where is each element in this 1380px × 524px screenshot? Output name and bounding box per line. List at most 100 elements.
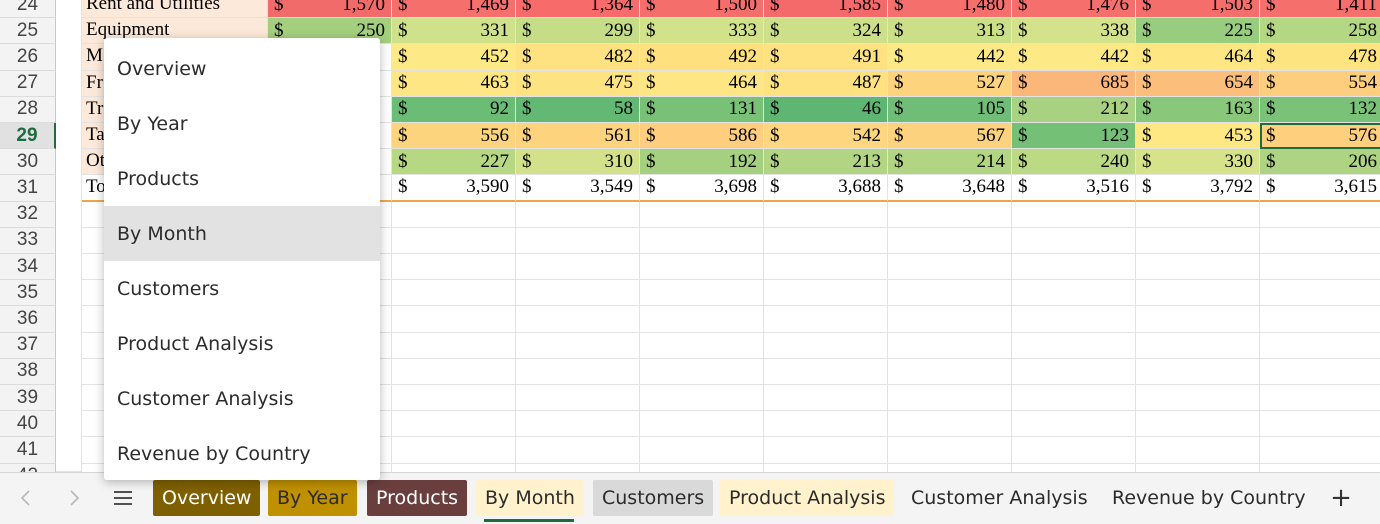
empty-cell[interactable] <box>392 332 516 359</box>
empty-cell[interactable] <box>640 332 764 359</box>
chevron-left-icon[interactable] <box>10 483 40 513</box>
row-header[interactable]: 40 <box>0 411 56 438</box>
empty-cell[interactable] <box>1012 332 1136 359</box>
row-header[interactable]: 27 <box>0 70 56 97</box>
add-sheet-button[interactable]: + <box>1330 483 1352 513</box>
tab-revenue-by-country[interactable]: Revenue by Country <box>1112 487 1306 509</box>
row-header[interactable]: 26 <box>0 44 56 71</box>
row-header[interactable]: 35 <box>0 280 56 307</box>
currency-cell[interactable]: $487 <box>764 70 888 97</box>
empty-cell[interactable] <box>516 358 640 385</box>
empty-cell[interactable] <box>764 201 888 228</box>
currency-cell[interactable]: $3,648 <box>888 175 1012 202</box>
empty-cell[interactable] <box>1260 385 1380 412</box>
currency-cell[interactable]: $464 <box>640 70 764 97</box>
menu-item-by-month[interactable]: By Month <box>104 206 380 261</box>
currency-cell[interactable]: $213 <box>764 149 888 176</box>
currency-cell[interactable]: $3,549 <box>516 175 640 202</box>
empty-cell[interactable] <box>1136 332 1260 359</box>
empty-cell[interactable] <box>1136 254 1260 281</box>
empty-cell[interactable] <box>1136 385 1260 412</box>
currency-cell[interactable]: $163 <box>1136 96 1260 123</box>
empty-cell[interactable] <box>516 411 640 438</box>
currency-cell[interactable]: $258 <box>1260 18 1380 45</box>
menu-item-overview[interactable]: Overview <box>117 57 207 80</box>
empty-cell[interactable] <box>888 463 1012 472</box>
tab-by-year[interactable]: By Year <box>268 480 357 516</box>
empty-cell[interactable] <box>516 306 640 333</box>
tab-overview[interactable]: Overview <box>153 480 261 516</box>
empty-cell[interactable] <box>888 280 1012 307</box>
currency-cell[interactable]: $338 <box>1012 18 1136 45</box>
empty-cell[interactable] <box>392 201 516 228</box>
currency-cell[interactable]: $1,364 <box>516 0 640 19</box>
empty-cell[interactable] <box>640 385 764 412</box>
currency-cell[interactable]: $492 <box>640 44 764 71</box>
tab-customer-analysis[interactable]: Customer Analysis <box>911 487 1088 509</box>
empty-cell[interactable] <box>1012 463 1136 472</box>
currency-cell[interactable]: $3,792 <box>1136 175 1260 202</box>
empty-cell[interactable] <box>764 437 888 464</box>
currency-cell[interactable]: $576 <box>1260 123 1380 150</box>
currency-cell[interactable]: $586 <box>640 123 764 150</box>
currency-cell[interactable]: $214 <box>888 149 1012 176</box>
row-header[interactable]: 31 <box>0 175 56 202</box>
empty-cell[interactable] <box>1012 306 1136 333</box>
currency-cell[interactable]: $3,590 <box>392 175 516 202</box>
empty-cell[interactable] <box>268 463 392 472</box>
menu-item-products[interactable]: Products <box>117 167 200 190</box>
empty-cell[interactable] <box>764 385 888 412</box>
currency-cell[interactable]: $92 <box>392 96 516 123</box>
hamburger-icon[interactable] <box>108 483 138 513</box>
row-header[interactable]: 24 <box>0 0 56 19</box>
empty-cell[interactable] <box>640 306 764 333</box>
currency-cell[interactable]: $1,500 <box>640 0 764 19</box>
tab-customers[interactable]: Customers <box>593 480 714 516</box>
empty-cell[interactable] <box>1012 358 1136 385</box>
currency-cell[interactable]: $452 <box>392 44 516 71</box>
tab-product-analysis[interactable]: Product Analysis <box>720 480 895 516</box>
empty-cell[interactable] <box>1136 201 1260 228</box>
empty-cell[interactable] <box>888 227 1012 254</box>
currency-cell[interactable]: $478 <box>1260 44 1380 71</box>
empty-cell[interactable] <box>1012 280 1136 307</box>
empty-cell[interactable] <box>640 201 764 228</box>
empty-cell[interactable] <box>888 437 1012 464</box>
row-header[interactable]: 34 <box>0 254 56 281</box>
empty-cell[interactable] <box>1012 201 1136 228</box>
currency-cell[interactable]: $225 <box>1136 18 1260 45</box>
currency-cell[interactable]: $206 <box>1260 149 1380 176</box>
empty-cell[interactable] <box>764 463 888 472</box>
empty-cell[interactable] <box>764 411 888 438</box>
menu-item-by-year[interactable]: By Year <box>117 112 188 135</box>
currency-cell[interactable]: $475 <box>516 70 640 97</box>
currency-cell[interactable]: $442 <box>888 44 1012 71</box>
currency-cell[interactable]: $556 <box>392 123 516 150</box>
empty-cell[interactable] <box>888 254 1012 281</box>
empty-cell[interactable] <box>640 358 764 385</box>
empty-cell[interactable] <box>516 227 640 254</box>
empty-cell[interactable] <box>640 280 764 307</box>
currency-cell[interactable]: $1,570 <box>268 0 392 19</box>
currency-cell[interactable]: $192 <box>640 149 764 176</box>
currency-cell[interactable]: $333 <box>640 18 764 45</box>
empty-cell[interactable] <box>1136 306 1260 333</box>
currency-cell[interactable]: $132 <box>1260 96 1380 123</box>
empty-cell[interactable] <box>764 358 888 385</box>
currency-cell[interactable]: $654 <box>1136 70 1260 97</box>
currency-cell[interactable]: $131 <box>640 96 764 123</box>
empty-cell[interactable] <box>392 437 516 464</box>
empty-cell[interactable] <box>392 463 516 472</box>
currency-cell[interactable]: $58 <box>516 96 640 123</box>
empty-cell[interactable] <box>1136 280 1260 307</box>
empty-cell[interactable] <box>1012 227 1136 254</box>
row-header[interactable]: 32 <box>0 201 56 228</box>
currency-cell[interactable]: $1,503 <box>1136 0 1260 19</box>
menu-item-product-analysis[interactable]: Product Analysis <box>117 332 274 355</box>
currency-cell[interactable]: $463 <box>392 70 516 97</box>
empty-cell[interactable] <box>888 306 1012 333</box>
currency-cell[interactable]: $491 <box>764 44 888 71</box>
currency-cell[interactable]: $123 <box>1012 123 1136 150</box>
empty-cell[interactable] <box>1260 228 1380 254</box>
empty-cell[interactable] <box>392 411 516 438</box>
